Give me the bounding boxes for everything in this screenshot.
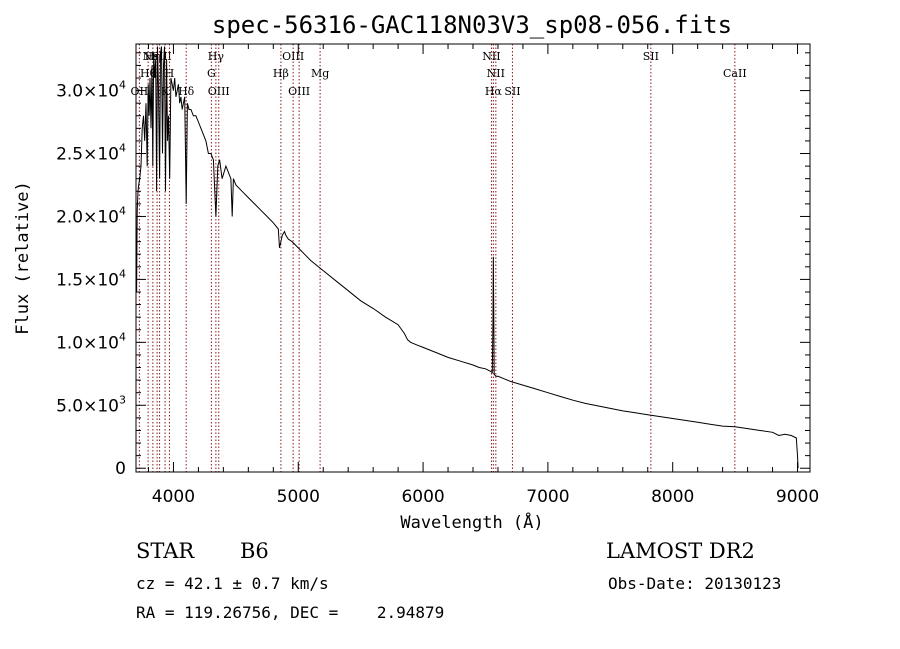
y-tick-exponent-5: 4 <box>119 142 126 155</box>
line-marker-label-0: OII <box>131 85 149 98</box>
x-axis-label: Wavelength (Å) <box>400 511 543 533</box>
line-marker-label-19: SII <box>643 50 659 63</box>
line-marker-label-10: OIII <box>208 85 230 98</box>
y-tick-mantissa-0: 0 <box>115 459 126 479</box>
y-tick-mantissa-6: 3.0×10 <box>56 82 119 102</box>
x-tick-label-4: 8000 <box>651 487 694 507</box>
line-marker-label-8: G <box>207 67 216 80</box>
chart-title: spec-56316-GAC118N03V3_sp08-056.fits <box>212 11 732 39</box>
x-tick-label-0: 4000 <box>152 487 195 507</box>
y-tick-label-6: 3.0×104 <box>56 79 126 102</box>
line-marker-label-15: NII <box>482 50 500 63</box>
line-marker-label-18: SII <box>504 85 520 98</box>
y-tick-label-4: 2.0×104 <box>56 204 126 227</box>
coordinates: RA = 119.26756, DEC = 2.94879 <box>136 603 445 622</box>
line-marker-label-20: CaII <box>723 67 747 80</box>
y-tick-exponent-3: 4 <box>119 267 126 280</box>
y-axis-label: Flux (relative) <box>13 181 33 335</box>
y-tick-mantissa-1: 5.0×10 <box>56 396 119 416</box>
x-tick-label-3: 7000 <box>526 487 569 507</box>
x-axis: 4000 5000 6000 7000 8000 9000 <box>147 44 819 507</box>
line-marker-label-7: Hδ <box>178 85 195 98</box>
y-tick-label-3: 1.5×104 <box>56 267 126 290</box>
subclass: B6 <box>240 539 269 563</box>
x-tick-label-2: 6000 <box>401 487 444 507</box>
y-tick-mantissa-4: 2.0×10 <box>56 207 119 227</box>
line-marker-label-14: Mg <box>311 67 329 80</box>
survey-name: LAMOST DR2 <box>606 539 755 563</box>
y-tick-label-0: 0 <box>115 459 126 479</box>
y-axis: 05.0×1031.0×1041.5×1042.0×1042.5×1043.0×… <box>56 52 810 479</box>
object-class: STAR <box>136 539 195 563</box>
spectrum-line <box>136 46 799 469</box>
line-marker-label-6: H <box>165 67 175 80</box>
obs-date: Obs-Date: 20130123 <box>608 574 782 593</box>
y-tick-mantissa-3: 1.5×10 <box>56 270 119 290</box>
y-tick-exponent-4: 4 <box>119 204 126 217</box>
y-tick-exponent-6: 4 <box>119 79 126 92</box>
line-markers: OIIHθHηNeIIISIIKHHδGHγOIIIHβOIIIOIIIMgNI… <box>131 44 747 472</box>
y-tick-mantissa-2: 1.0×10 <box>56 333 119 353</box>
line-marker-label-13: OIII <box>288 85 310 98</box>
x-tick-label-1: 5000 <box>277 487 320 507</box>
redshift-text: cz = 42.1 ± 0.7 km/s <box>136 574 329 593</box>
line-marker-label-5: K <box>161 85 170 98</box>
x-tick-label-5: 9000 <box>776 487 819 507</box>
y-tick-label-5: 2.5×104 <box>56 142 126 165</box>
line-marker-label-12: OIII <box>282 50 304 63</box>
line-marker-label-9: Hγ <box>208 50 225 63</box>
y-tick-mantissa-5: 2.5×10 <box>56 145 119 165</box>
plot-frame <box>135 43 811 473</box>
line-marker-label-16: Hα <box>485 85 503 98</box>
y-tick-label-1: 5.0×103 <box>56 393 126 416</box>
y-tick-exponent-1: 3 <box>119 393 126 406</box>
line-marker-label-17: NII <box>487 67 505 80</box>
y-tick-exponent-2: 4 <box>119 330 126 343</box>
y-tick-label-2: 1.0×104 <box>56 330 126 353</box>
line-marker-label-11: Hβ <box>273 67 289 80</box>
line-marker-label-2: Hη <box>145 50 161 63</box>
